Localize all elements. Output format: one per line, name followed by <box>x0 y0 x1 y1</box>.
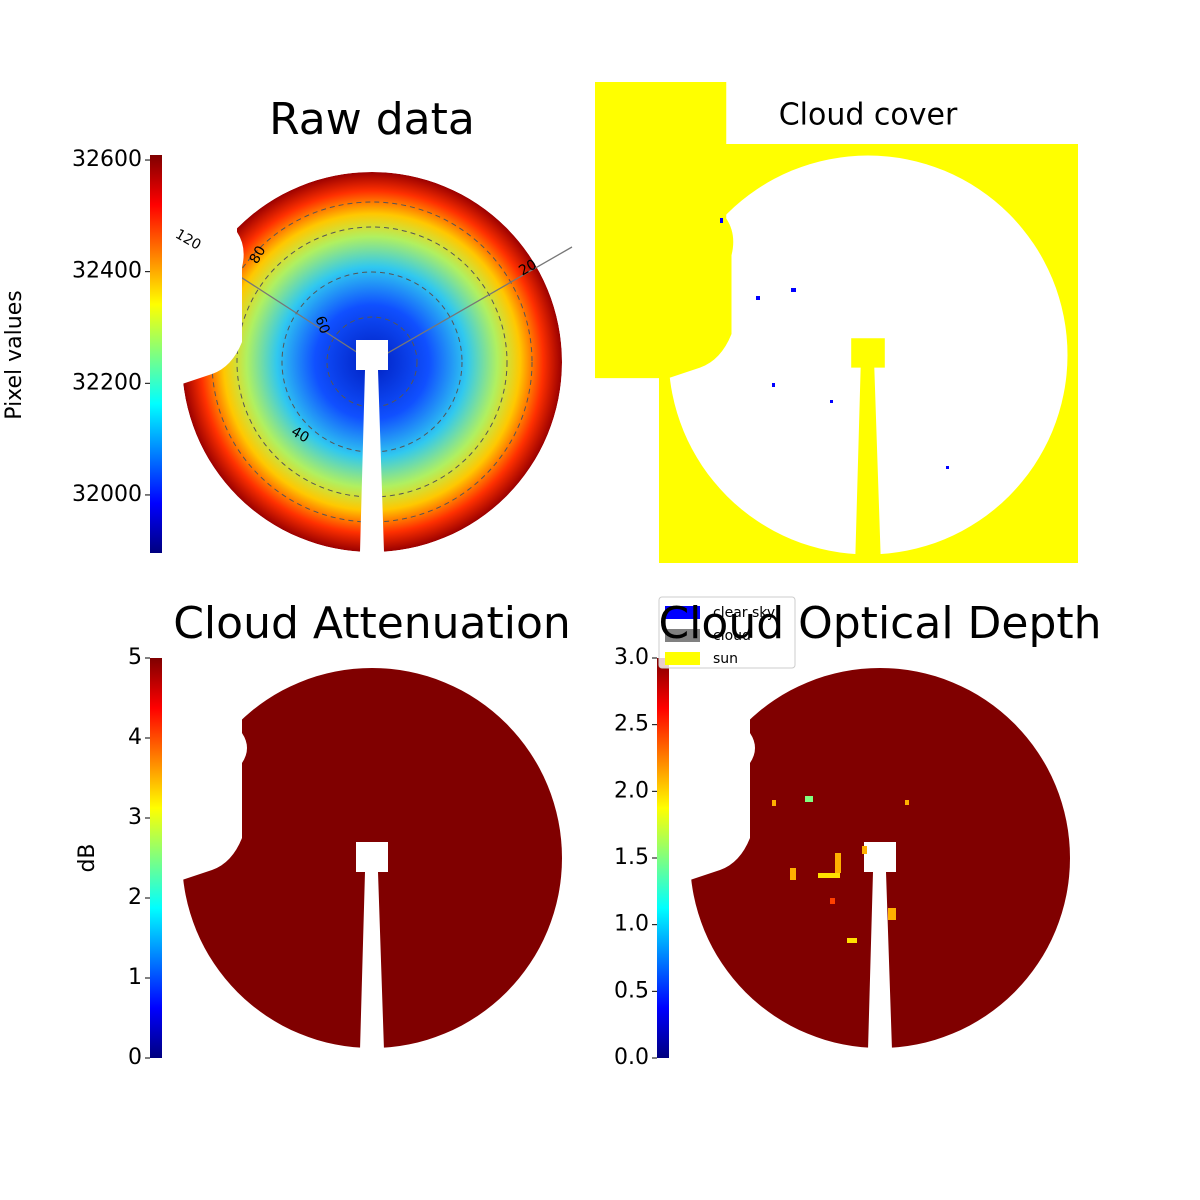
polar-label: 80 <box>247 243 270 266</box>
y-tick-label: 0 <box>128 1045 142 1070</box>
y-tick-label: 3.0 <box>614 645 649 670</box>
y-tick-label: 1 <box>128 965 142 990</box>
panel-title: Raw data <box>269 94 475 145</box>
raw-image <box>112 102 573 553</box>
cloud-cover-image <box>595 82 1078 563</box>
legend-label: clear sky <box>713 605 775 621</box>
colorbar <box>150 155 162 553</box>
y-tick-label: 32200 <box>72 370 142 395</box>
y-tick-label: 32000 <box>72 482 142 507</box>
y-tick-label: 0.5 <box>614 978 649 1003</box>
y-tick-label: 3 <box>128 805 142 830</box>
colorbar <box>657 658 669 1058</box>
colorbar <box>150 658 162 1058</box>
y-tick-label: 32600 <box>72 147 142 172</box>
y-tick-label: 2 <box>128 885 142 910</box>
y-tick-label: 2.0 <box>614 778 649 803</box>
y-tick-label: 5 <box>128 645 142 670</box>
y-tick-label: 4 <box>128 725 142 750</box>
legend-swatch <box>665 629 700 642</box>
y-tick-label: 32400 <box>72 259 142 284</box>
legend-swatch <box>665 652 700 665</box>
legend-label: cloud <box>713 628 751 644</box>
y-axis-label: Pixel values <box>2 290 27 419</box>
legend-label: sun <box>713 651 738 667</box>
polar-label: 20 <box>516 257 539 280</box>
panel-title: Cloud Optical Depth <box>658 598 1101 649</box>
y-tick-label: 2.5 <box>614 712 649 737</box>
panel-title: Cloud Attenuation <box>173 598 571 649</box>
panel-title: Cloud cover <box>779 98 958 133</box>
polar-label: 60 <box>311 314 332 336</box>
y-tick-label: 0.0 <box>614 1045 649 1070</box>
legend-swatch <box>665 606 700 619</box>
y-axis-label: dB <box>75 843 100 872</box>
polar-label: 40 <box>288 424 311 447</box>
attenuation-image <box>112 598 562 1050</box>
y-tick-label: 1.5 <box>614 845 649 870</box>
y-tick-label: 1.0 <box>614 912 649 937</box>
